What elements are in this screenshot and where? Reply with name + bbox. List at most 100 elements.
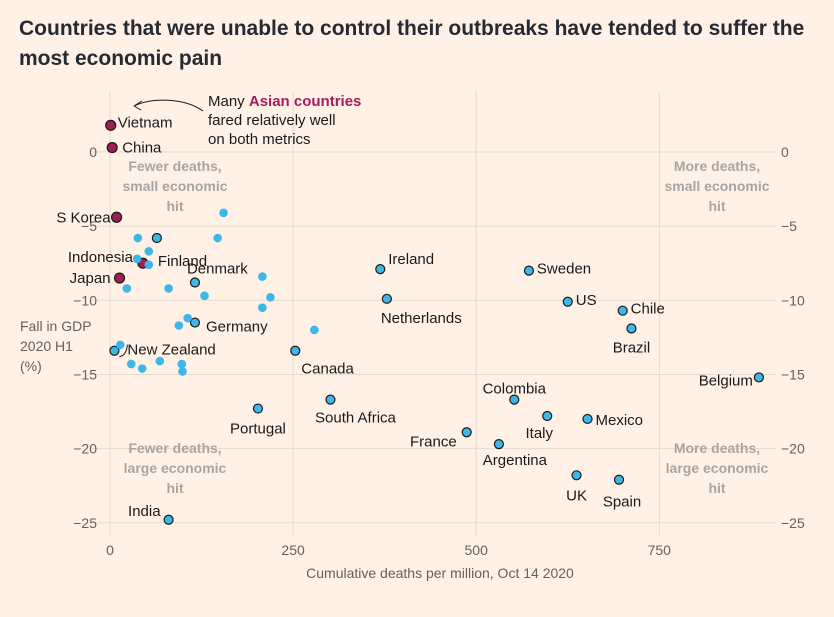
y-axis-title-line2: 2020 H1 (20, 338, 73, 354)
point-unlabeled-34 (122, 284, 132, 293)
label-indonesia: Indonesia (68, 249, 134, 266)
label-india: India (128, 503, 161, 520)
point-chile (617, 305, 628, 316)
point-unlabeled-38 (258, 303, 267, 313)
quadrant-bottom-left-line1: Fewer deaths, (128, 440, 221, 456)
point-argentina (493, 439, 505, 450)
asian-countries-annotation: Many Asian countries fared relatively we… (133, 93, 361, 148)
y-tick-left-1: −5 (81, 218, 97, 234)
label-colombia: Colombia (483, 381, 547, 398)
point-brazil (626, 323, 637, 334)
y-tick-right-3: −15 (781, 366, 805, 382)
chart-title: Countries that were unable to control th… (19, 17, 805, 70)
label-canada: Canada (301, 361, 354, 378)
label-south-africa: South Africa (315, 410, 397, 427)
label-china: China (122, 140, 162, 157)
y-axis-title-line3: (%) (20, 358, 42, 374)
y-tick-right-2: −10 (781, 292, 805, 308)
quadrant-top-left-line1: Fewer deaths, (128, 158, 221, 174)
quadrant-bottom-left: Fewer deaths, large economic hit (124, 440, 227, 496)
x-tick-0: 0 (106, 542, 114, 558)
label-belgium: Belgium (699, 372, 753, 389)
point-colombia (509, 394, 520, 405)
quadrant-bottom-right: More deaths, large economic hit (666, 440, 769, 496)
label-s-korea: S Korea (56, 209, 111, 226)
label-japan: Japan (70, 270, 111, 287)
point-denmark (189, 277, 201, 288)
quadrant-bottom-right-line2: large economic (666, 460, 769, 476)
point-unlabeled-39 (183, 313, 192, 323)
label-spain: Spain (603, 494, 641, 511)
point-ireland (375, 264, 386, 275)
point-japan (113, 272, 126, 284)
quadrant-top-left-line3: hit (166, 198, 183, 214)
point-india (163, 514, 174, 525)
label-new-zealand: New Zealand (127, 342, 215, 359)
point-canada (290, 345, 301, 356)
label-uk: UK (566, 487, 587, 504)
label-portugal: Portugal (230, 421, 286, 438)
y-tick-right-0: 0 (781, 144, 789, 160)
annotation-line2: fared relatively well (208, 112, 336, 129)
point-sweden (523, 265, 535, 276)
point-france (461, 427, 472, 438)
label-france: France (410, 433, 457, 450)
point-portugal (252, 403, 264, 414)
point-uk (571, 470, 582, 481)
x-axis-title: Cumulative deaths per million, Oct 14 20… (306, 565, 574, 581)
y-tick-left-4: −20 (73, 441, 97, 457)
point-unlabeled-45 (155, 356, 165, 366)
quadrant-top-right-line3: hit (708, 198, 725, 214)
label-vietnam: Vietnam (118, 114, 173, 131)
annotation-line1: Many Asian countries (208, 93, 361, 110)
point-unlabeled-31 (132, 254, 142, 264)
point-unlabeled-36 (200, 291, 209, 301)
point-unlabeled-30 (144, 247, 154, 256)
quadrant-top-right: More deaths, small economic hit (664, 158, 769, 214)
point-netherlands (381, 293, 392, 304)
label-chile: Chile (631, 301, 665, 318)
quadrant-top-left: Fewer deaths, small economic hit (122, 158, 227, 214)
quadrant-bottom-left-line2: large economic (124, 460, 227, 476)
label-us: US (576, 292, 597, 309)
point-labels: Vietnam China S Korea Indonesia Japan Finland… (56, 114, 753, 519)
y-tick-right-4: −20 (781, 441, 805, 457)
annotation-line3: on both metrics (208, 131, 311, 148)
label-leaders (119, 344, 128, 358)
point-unlabeled-47 (178, 367, 187, 376)
quadrant-bottom-right-line3: hit (708, 480, 725, 496)
label-netherlands: Netherlands (381, 310, 462, 327)
y-tick-left-2: −10 (73, 292, 97, 308)
point-unlabeled-37 (266, 293, 275, 302)
quadrant-top-left-line2: small economic (122, 178, 227, 194)
y-axis-left: 0 −5 −10 −15 −20 −25 (73, 144, 97, 531)
x-tick-3: 750 (648, 542, 672, 558)
point-unlabeled-29 (133, 233, 143, 243)
point-finland (151, 232, 162, 244)
point-spain (613, 474, 625, 485)
x-axis: 0 250 500 750 (106, 542, 671, 558)
y-tick-right-1: −5 (781, 218, 797, 234)
label-germany: Germany (206, 319, 268, 336)
point-vietnam (105, 119, 117, 131)
label-ireland: Ireland (388, 251, 434, 268)
annotation-arrow-line (133, 99, 204, 112)
label-italy: Italy (525, 425, 553, 442)
point-italy (542, 410, 553, 422)
point-unlabeled-28 (213, 233, 222, 243)
point-china (106, 141, 118, 154)
point-unlabeled-27 (219, 208, 228, 218)
point-mexico (582, 413, 593, 425)
quadrant-top-right-line2: small economic (664, 178, 769, 194)
point-unlabeled-32 (144, 260, 154, 270)
point-unlabeled-40 (174, 321, 184, 330)
y-tick-right-5: −25 (781, 515, 805, 531)
y-axis-title: Fall in GDP 2020 H1 (%) (20, 318, 92, 374)
y-tick-left-0: 0 (89, 144, 97, 160)
annotation-arrow-head (133, 100, 143, 111)
point-new-zealand (109, 345, 120, 356)
point-belgium (753, 372, 765, 383)
point-s-korea (110, 211, 123, 223)
point-unlabeled-35 (164, 284, 173, 293)
